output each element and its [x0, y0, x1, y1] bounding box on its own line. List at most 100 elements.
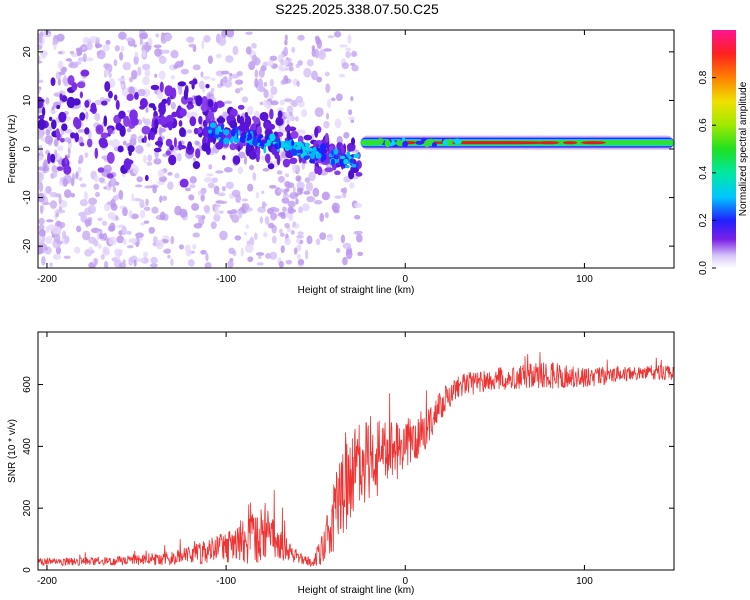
onset-blob — [269, 133, 276, 142]
noise-speckle — [225, 55, 234, 63]
noise-speckle — [198, 80, 205, 90]
noise-speckle — [69, 63, 79, 69]
noise-blob — [58, 111, 67, 123]
noise-blob — [251, 115, 257, 121]
noise-speckle — [265, 101, 272, 110]
noise-speckle — [52, 171, 58, 178]
noise-speckle — [153, 44, 162, 49]
noise-speckle — [263, 81, 268, 87]
noise-speckle — [314, 107, 324, 118]
noise-speckle — [108, 72, 112, 78]
onset-blob — [330, 158, 336, 166]
noise-blob — [64, 155, 68, 165]
noise-speckle — [228, 72, 233, 77]
noise-speckle — [223, 167, 233, 173]
noise-speckle — [255, 191, 260, 199]
noise-speckle — [69, 50, 75, 55]
noise-speckle — [40, 205, 44, 215]
noise-speckle — [150, 256, 158, 264]
noise-speckle — [348, 116, 356, 120]
noise-speckle — [122, 62, 132, 71]
noise-speckle — [139, 209, 146, 219]
noise-blob — [179, 127, 186, 137]
noise-speckle — [105, 39, 111, 45]
signal-bump — [427, 138, 434, 145]
noise-speckle — [251, 54, 258, 65]
noise-speckle — [281, 197, 290, 204]
noise-speckle — [38, 79, 44, 84]
noise-blob — [56, 166, 64, 171]
noise-speckle — [236, 71, 243, 77]
noise-speckle — [53, 233, 61, 243]
noise-speckle — [55, 212, 59, 218]
noise-blob — [198, 115, 203, 125]
noise-speckle — [153, 158, 162, 165]
noise-speckle — [195, 214, 203, 219]
noise-blob — [74, 132, 80, 143]
spectrogram-y-ticks: -20 -10 0 10 20 — [22, 46, 674, 253]
onset-blob — [353, 153, 360, 159]
noise-blob — [248, 151, 257, 160]
noise-speckle — [252, 172, 257, 181]
noise-blob — [97, 126, 101, 132]
noise-blob — [97, 167, 105, 173]
noise-speckle — [140, 221, 146, 226]
noise-blob — [165, 150, 171, 156]
onset-blob — [263, 145, 267, 154]
noise-blob — [59, 93, 63, 101]
noise-speckle — [208, 164, 213, 170]
noise-speckle — [136, 176, 143, 183]
noise-speckle — [49, 262, 53, 268]
noise-speckle — [176, 152, 182, 162]
noise-speckle — [85, 57, 94, 62]
noise-speckle — [178, 244, 184, 250]
signal-bump — [453, 138, 462, 145]
noise-speckle — [270, 100, 279, 106]
noise-blob — [50, 153, 56, 163]
noise-speckle — [284, 39, 288, 46]
noise-speckle — [213, 213, 221, 222]
noise-speckle — [38, 60, 43, 64]
noise-speckle — [102, 220, 108, 226]
noise-blob — [324, 167, 334, 173]
noise-speckle — [51, 233, 55, 238]
noise-speckle — [135, 232, 144, 239]
noise-speckle — [44, 135, 53, 145]
noise-blob — [187, 141, 193, 151]
noise-speckle — [270, 211, 277, 221]
onset-blob — [344, 164, 350, 169]
noise-speckle — [70, 193, 76, 198]
noise-speckle — [245, 31, 253, 35]
noise-speckle — [142, 117, 146, 123]
x-tick-label: -100 — [216, 576, 236, 587]
colorbar-ticks: 0.0 0.2 0.4 0.6 0.8 — [698, 70, 716, 275]
noise-speckle — [234, 235, 242, 241]
noise-speckle — [179, 208, 188, 218]
noise-speckle — [122, 238, 127, 246]
noise-speckle — [282, 59, 289, 66]
noise-speckle — [93, 183, 100, 190]
noise-speckle — [235, 194, 242, 204]
noise-blob — [147, 131, 152, 141]
noise-speckle — [185, 248, 192, 257]
noise-speckle — [45, 129, 51, 136]
noise-speckle — [95, 37, 100, 44]
noise-blob — [115, 99, 120, 110]
noise-speckle — [130, 133, 137, 142]
onset-blob — [218, 138, 225, 144]
noise-speckle — [279, 228, 283, 234]
noise-speckle — [270, 86, 278, 96]
noise-speckle — [292, 166, 296, 174]
noise-blob — [106, 151, 115, 164]
noise-blob — [173, 137, 177, 148]
noise-speckle — [269, 93, 274, 100]
noise-speckle — [186, 36, 195, 43]
noise-blob — [47, 152, 51, 165]
noise-speckle — [281, 79, 287, 85]
noise-speckle — [294, 116, 299, 122]
noise-speckle — [206, 173, 214, 177]
noise-speckle — [145, 198, 149, 206]
noise-speckle — [103, 202, 111, 212]
noise-speckle — [170, 102, 176, 110]
noise-speckle — [126, 128, 132, 133]
